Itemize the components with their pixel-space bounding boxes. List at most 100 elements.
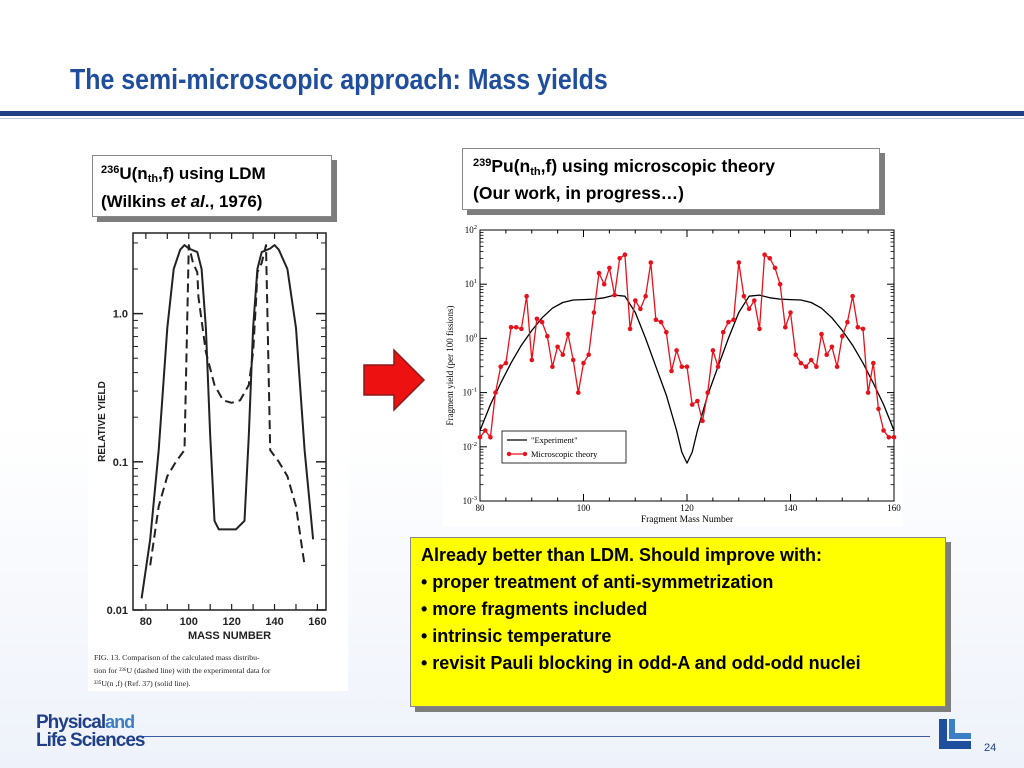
microscopic-data-point [586,352,591,357]
microscopic-data-point [886,435,892,440]
microscopic-data-point [752,298,757,303]
microscopic-data-point [529,357,535,363]
microscopic-data-point [684,364,690,369]
summary-note-box: Already better than LDM. Should improve … [410,537,946,707]
microscopic-data-point [860,326,866,332]
figure-caption-line: ²³⁵U(n ,f) (Ref. 37) (solid line). [94,679,191,688]
y-tick-label: 101 [465,278,477,289]
isotope-mass-number: 236 [101,164,120,176]
microscopic-data-point [648,260,654,265]
legend-label-experiment: "Experiment" [531,435,578,445]
x-tick-label: 140 [265,616,283,628]
figure-caption-line: tion for ²³⁶U (dashed line) with the exp… [94,666,271,675]
y-tick-label: 1.0 [113,309,128,321]
llnl-logo-icon [937,717,973,756]
microscopic-data-point [477,435,483,440]
reaction-text-tail: ,f) using LDM [158,164,266,183]
y-tick-label: 10-2 [463,441,477,452]
microscopic-data-point [643,293,648,299]
y-tick-label: 0.01 [107,605,128,617]
microscopic-data-point [865,390,871,395]
microscopic-data-point [627,326,633,332]
microscopic-data-point [793,352,798,357]
y-tick-label: 100 [465,332,477,343]
microscopic-data-point [783,325,788,330]
microscopic-data-point [493,390,498,395]
citation-suffix: ., 1976) [204,192,263,211]
right-arrow-icon [362,348,426,417]
legend-marker [522,451,528,457]
microscopic-data-point [534,316,540,322]
figure-caption-line: FIG. 13. Comparison of the calculated ma… [94,653,260,662]
microscopic-data-point [819,331,824,337]
microscopic-data-point [772,265,778,271]
experiment-series-line [479,294,895,464]
microscopic-data-point [539,319,545,325]
logo-and: and [105,712,135,732]
microscopic-data-point [576,390,581,395]
microscopic-data-point [834,364,840,369]
ldm-figure: 1.0 0.1 0.01 80 100 120 140 160 MASS NUMBER RELAT… [88,225,348,691]
microscopic-data-point [705,390,710,395]
microscopic-data-point [746,306,752,312]
microscopic-data-point [855,325,861,330]
x-tick-label: 100 [577,503,591,513]
microscopic-data-point [840,333,845,339]
reaction-text: U(n [119,164,148,183]
reaction-text-tail: ,f) using microscopic theory [540,156,775,176]
microscopic-data-point [550,364,555,369]
microscopic-data-point [710,348,716,353]
page-number: 24 [984,742,997,754]
ldm-callout: 236U(nth,f) using LDM (Wilkins et al., 1… [92,155,332,217]
summary-bullet: • proper treatment of anti-symmetrizatio… [421,572,774,592]
microscopic-mass-yield-chart: 102 101 100 10-1 10-2 10-380 100 120 140 160 Fragm… [445,224,901,525]
microscopic-data-point [664,329,669,335]
legend-marker [506,451,512,457]
microscopic-data-point [814,364,819,369]
x-tick-label: 80 [476,503,486,513]
microscopic-data-point [612,292,617,298]
microscopic-data-point [524,293,529,299]
microscopic-data-point [689,402,695,407]
work-in-progress-note: (Our work, in progress…) [473,183,684,203]
microscopic-data-point [777,281,783,287]
reaction-subscript: th [530,166,541,178]
microscopic-data-point [850,293,855,299]
microscopic-data-point [622,252,628,257]
microscopic-data-point [736,260,742,265]
microscopic-data-point [695,398,700,404]
summary-heading: Already better than LDM. Should improve … [421,545,823,565]
microscopic-data-point [881,428,886,433]
reaction-subscript: th [147,173,159,185]
microscopic-data-point [555,344,560,350]
logo-line2: Life Sciences [36,730,145,751]
microscopic-data-point [767,256,773,261]
y-axis-label: RELATIVE YIELD [97,381,108,462]
microscopic-data-point [731,317,736,323]
microscopic-data-point [829,344,835,350]
title-divider [0,111,1024,116]
microscopic-data-point [607,265,612,271]
microscopic-data-point [591,310,597,315]
slide-title: The semi-microscopic approach: Mass yiel… [70,64,608,96]
x-tick-label: 120 [680,503,694,513]
microscopic-data-point [513,325,519,330]
microscopic-data-point [715,364,721,369]
microscopic-data-point [658,319,664,325]
microscopic-callout: 239Pu(nth,f) using microscopic theory (O… [462,148,880,210]
summary-bullet: • more fragments included [421,599,648,619]
microscopic-data-point [638,306,643,312]
microscopic-data-point [674,348,679,353]
microscopic-data-point [726,319,731,325]
x-axis-label: Fragment Mass Number [641,515,734,525]
microscopic-data-point [762,252,767,257]
microscopic-data-point [798,360,804,366]
microscopic-data-point [653,317,659,323]
microscopic-data-point [482,428,488,433]
microscopic-data-point [803,364,809,369]
footer-divider [140,736,930,737]
microscopic-data-point [519,326,524,332]
title-divider-thin [0,118,1024,119]
x-tick-label: 120 [222,616,240,628]
microscopic-data-point [808,357,814,363]
